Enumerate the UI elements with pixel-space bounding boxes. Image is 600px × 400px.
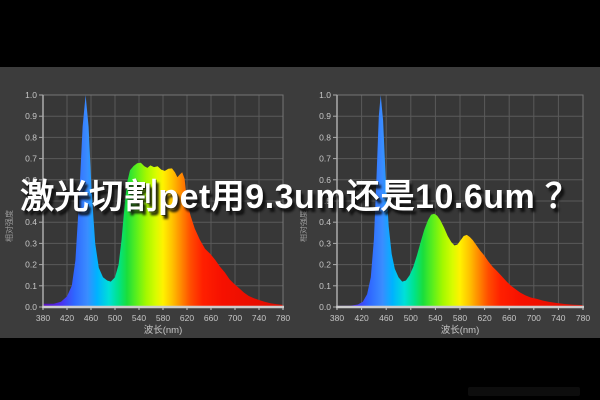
x-tick-label: 660 [502,313,516,323]
x-tick-label: 700 [228,313,242,323]
x-tick-label: 460 [84,313,98,323]
y-axis-title: 相对强度 [4,210,14,242]
x-tick-label: 780 [576,313,590,323]
x-tick-label: 380 [330,313,344,323]
watermark-smudge [468,387,580,396]
y-tick-label: 0.4 [319,217,331,227]
y-tick-label: 0.8 [319,132,331,142]
y-tick-label: 0.0 [25,302,37,312]
x-tick-label: 580 [156,313,170,323]
y-axis-title: 相对强度 [300,210,308,242]
x-tick-labels: 380 420 460 500 540 580 620 660 700 740 780 [330,313,590,323]
x-tick-label: 660 [204,313,218,323]
y-tick-label: 0.4 [25,217,37,227]
x-axis-title: 波长(nm) [441,324,480,336]
y-tick-label: 0.6 [25,175,37,185]
y-tick-labels: 1.0 0.9 0.8 0.7 0.6 0.5 0.4 0.3 0.2 0.1 0.0 [319,90,331,312]
x-tick-label: 620 [478,313,492,323]
y-tick-label: 0.0 [319,302,331,312]
y-tick-label: 0.3 [25,238,37,248]
y-tick-label: 0.2 [25,260,37,270]
y-tick-label: 0.2 [319,260,331,270]
overlay-title: 激光切割pet用9.3um还是10.6um ？ [20,178,580,216]
y-tick-label: 0.8 [25,132,37,142]
x-tick-label: 500 [404,313,418,323]
y-tick-label: 0.7 [25,154,37,164]
y-tick-label: 0.1 [319,281,331,291]
x-tick-label: 780 [276,313,290,323]
y-tick-label: 1.0 [25,90,37,100]
x-tick-labels: 380 420 460 500 540 580 620 660 700 740 780 [36,313,290,323]
x-tick-label: 620 [180,313,194,323]
spectrum-chart-left: 1.0 0.9 0.8 0.7 0.6 0.5 0.4 0.3 0.2 0.1 0.0 380 420 4… [0,67,300,338]
y-tick-label: 0.9 [319,111,331,121]
x-tick-label: 740 [551,313,565,323]
x-tick-label: 460 [379,313,393,323]
x-tick-label: 420 [60,313,74,323]
x-tick-label: 740 [252,313,266,323]
x-axis-title: 波长(nm) [144,324,183,336]
y-tick-label: 0.9 [25,111,37,121]
x-tick-label: 420 [355,313,369,323]
y-tick-label: 0.5 [25,196,37,206]
y-tick-label: 0.3 [319,238,331,248]
x-tick-label: 540 [428,313,442,323]
x-tick-label: 580 [453,313,467,323]
spectrum-area-series [43,95,283,307]
y-tick-label: 0.6 [319,175,331,185]
x-tick-label: 380 [36,313,50,323]
spectrum-chart-right: 1.0 0.9 0.8 0.7 0.6 0.5 0.4 0.3 0.2 0.1 0.0 380 420 4… [300,67,600,338]
y-tick-label: 0.1 [25,281,37,291]
x-tick-label: 500 [108,313,122,323]
y-tick-labels: 1.0 0.9 0.8 0.7 0.6 0.5 0.4 0.3 0.2 0.1 0.0 [25,90,37,312]
y-tick-label: 0.5 [319,196,331,206]
y-tick-label: 1.0 [319,90,331,100]
x-tick-label: 700 [527,313,541,323]
spectrum-area-series [337,95,583,307]
x-tick-label: 540 [132,313,146,323]
charts-panel: 1.0 0.9 0.8 0.7 0.6 0.5 0.4 0.3 0.2 0.1 0.0 380 420 4… [0,67,600,338]
y-tick-label: 0.7 [319,154,331,164]
